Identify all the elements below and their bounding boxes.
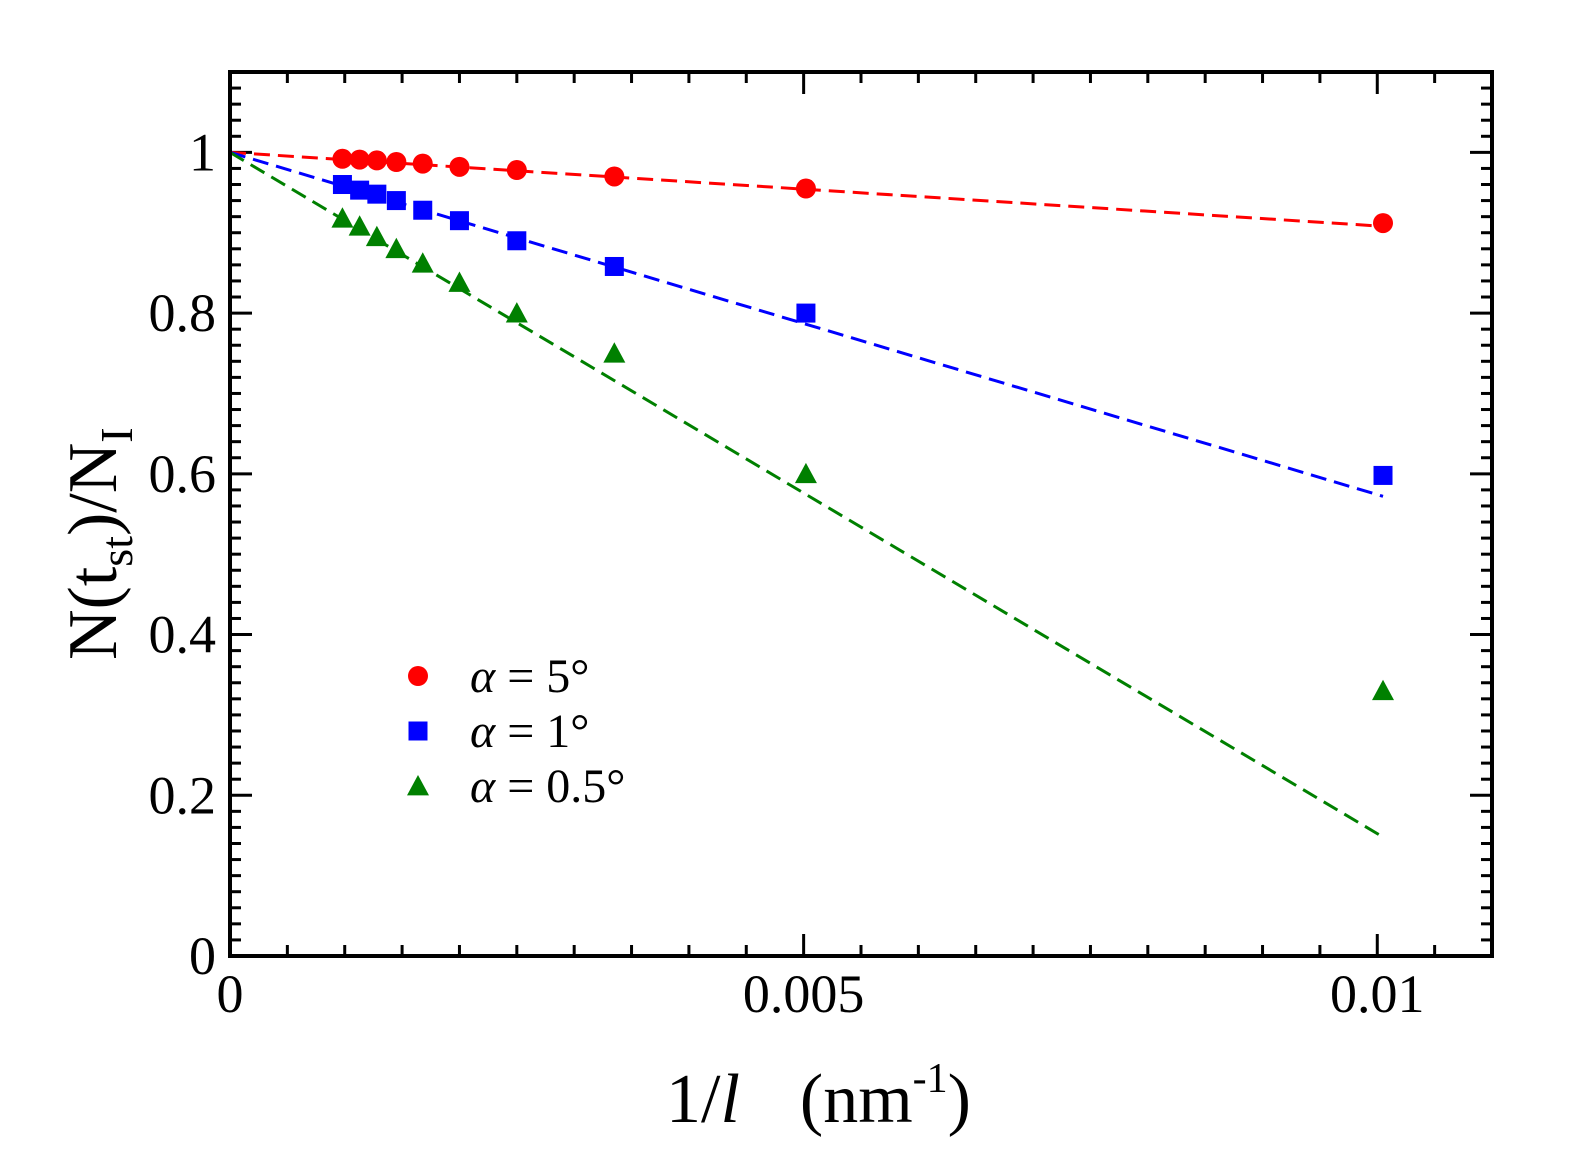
legend-marker-2 [407,775,429,796]
y-tick-labels: 0 0.2 0.4 0.6 0.8 1 [149,122,217,986]
y-tick-label: 0.8 [149,283,217,343]
data-point-series-2 [1372,679,1395,701]
data-point-series-2 [365,225,388,247]
data-point-series-0 [795,178,816,199]
data-point-series-1 [332,175,352,195]
data-point-series-1 [413,200,433,220]
x-tick-label: 0.005 [743,964,865,1024]
y-axis-title: N(tst)/NI [55,427,142,660]
legend-label-2: α = 0.5° [470,760,625,813]
data-point-series-1 [604,256,624,276]
legend-marker-shape-0 [408,666,428,686]
data-point-series-2 [603,342,626,363]
x-tick-labels: 0 0.005 0.01 [217,964,1425,1024]
data-point-series-1 [367,184,387,204]
legend-marker-shape-1 [408,721,428,741]
data-point-series-2 [448,271,471,292]
data-point-series-1 [449,211,469,231]
legend-marker-1 [408,721,428,741]
data-point-series-2 [331,207,354,228]
data-point-series-0 [366,150,387,171]
data-point-series-0 [332,148,353,169]
legend-marker-shape-2 [407,775,429,796]
y-tick-label: 0.6 [149,444,217,504]
data-point-series-2 [348,215,371,236]
y-tick-label: 0 [189,926,216,986]
data-point-series-2 [505,302,528,323]
legend-label-0: α = 5° [470,650,589,703]
data-point-series-1 [386,191,406,211]
data-point-series-1 [796,303,816,323]
legend-marker-0 [408,666,428,686]
y-tick-label: 0.4 [149,605,217,665]
legend: α = 5° α = 1° α = 0.5° [407,650,625,813]
data-point-series-0 [449,156,470,177]
data-point-series-0 [386,152,407,173]
data-point-series-0 [412,153,433,174]
data-point-series-2 [794,462,817,484]
x-axis-title: 1/l (nm-1) [666,1056,971,1138]
data-point-series-0 [506,160,527,181]
data-point-series-1 [1373,465,1393,485]
data-markers [331,148,1395,701]
data-point-series-2 [411,252,434,273]
data-point-series-0 [604,166,625,187]
legend-label-1: α = 1° [470,705,589,758]
x-tick-label: 0 [217,964,244,1024]
plot-frame [228,70,1494,958]
x-tick-label: 0.01 [1330,964,1425,1024]
data-point-series-0 [349,149,370,170]
y-tick-label: 0.2 [149,765,217,825]
data-point-series-0 [1373,213,1394,234]
data-point-series-1 [507,231,527,251]
y-tick-label: 1 [189,122,216,182]
data-point-series-1 [350,180,370,200]
data-point-series-2 [385,237,408,259]
